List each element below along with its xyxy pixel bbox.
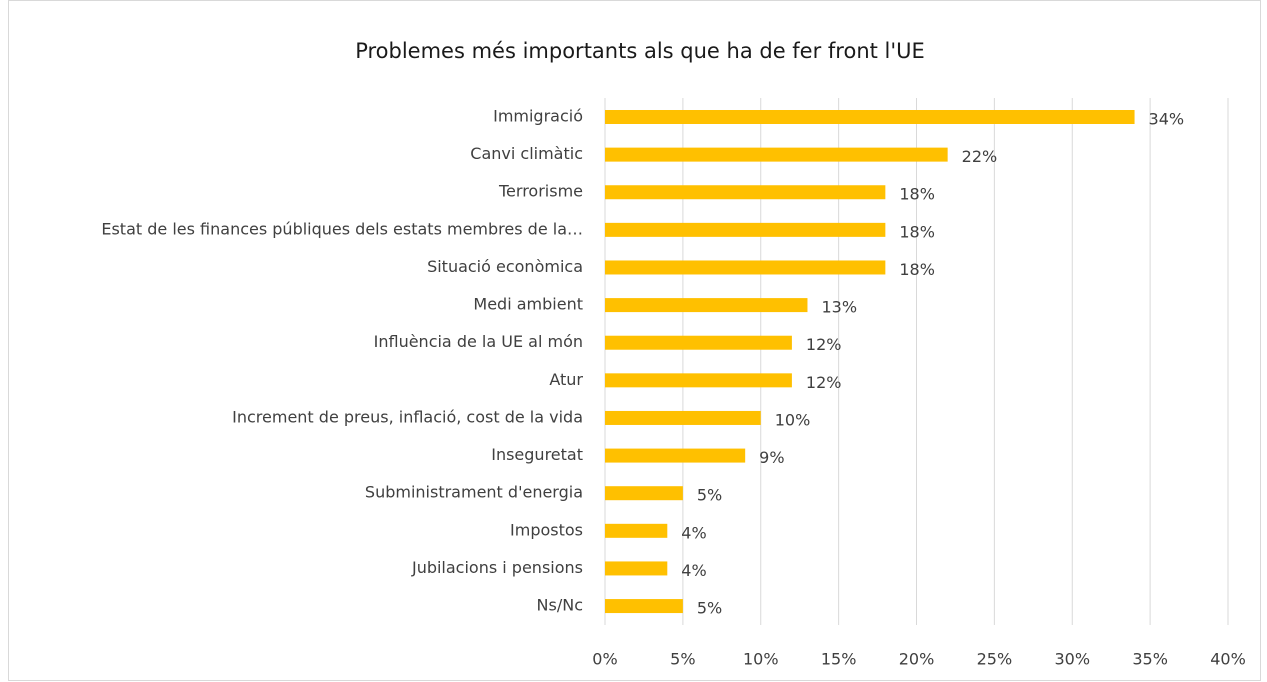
bar [605,561,668,576]
bar [605,373,792,388]
bar [605,222,886,237]
bar [605,448,746,463]
bar [605,599,683,614]
value-label: 18% [899,185,935,204]
value-label: 12% [806,335,842,354]
x-tick-label: 30% [1054,650,1090,669]
y-tick-label: Increment de preus, inflació, cost de la… [232,407,583,426]
x-tick-label: 15% [821,650,857,669]
bar [605,410,761,425]
value-label: 18% [899,222,935,241]
value-label: 10% [775,410,811,429]
bar [605,110,1135,124]
y-tick-label: Atur [549,370,583,389]
bar [605,147,948,162]
y-tick-label: Jubilacions i pensions [411,558,583,577]
x-tick-label: 25% [977,650,1013,669]
value-label: 5% [697,486,722,505]
bar [605,523,668,538]
value-label: 9% [759,448,784,467]
x-tick-label: 35% [1132,650,1168,669]
value-label: 22% [962,147,998,166]
y-tick-label: Inseguretat [491,445,583,464]
chart-title: Problemes més importants als que ha de f… [355,39,925,63]
x-tick-label: 40% [1210,650,1246,669]
value-label: 34% [1149,110,1185,129]
value-label: 18% [899,260,935,279]
y-tick-label: Influència de la UE al món [374,332,583,351]
y-tick-label: Situació econòmica [427,257,583,276]
y-tick-label: Canvi climàtic [470,144,583,163]
y-tick-label: Estat de les finances públiques dels est… [101,219,583,238]
x-tick-label: 5% [670,650,695,669]
y-tick-label: Medi ambient [473,295,583,314]
value-label: 4% [681,523,706,542]
y-tick-label: Subministrament d'energia [365,483,583,502]
x-tick-label: 20% [899,650,935,669]
value-label: 13% [821,298,857,317]
value-label: 12% [806,373,842,392]
bar [605,335,792,350]
value-label: 5% [697,599,722,618]
y-tick-label: Terrorisme [498,182,583,201]
value-label: 4% [681,561,706,580]
y-tick-label: Impostos [510,520,583,539]
x-tick-label: 10% [743,650,779,669]
bar [605,260,886,275]
y-tick-label: Ns/Nc [537,596,583,615]
y-tick-label: Immigració [493,107,583,126]
bar [605,185,886,200]
bar [605,298,808,313]
bar [605,486,683,501]
x-tick-label: 0% [592,650,617,669]
